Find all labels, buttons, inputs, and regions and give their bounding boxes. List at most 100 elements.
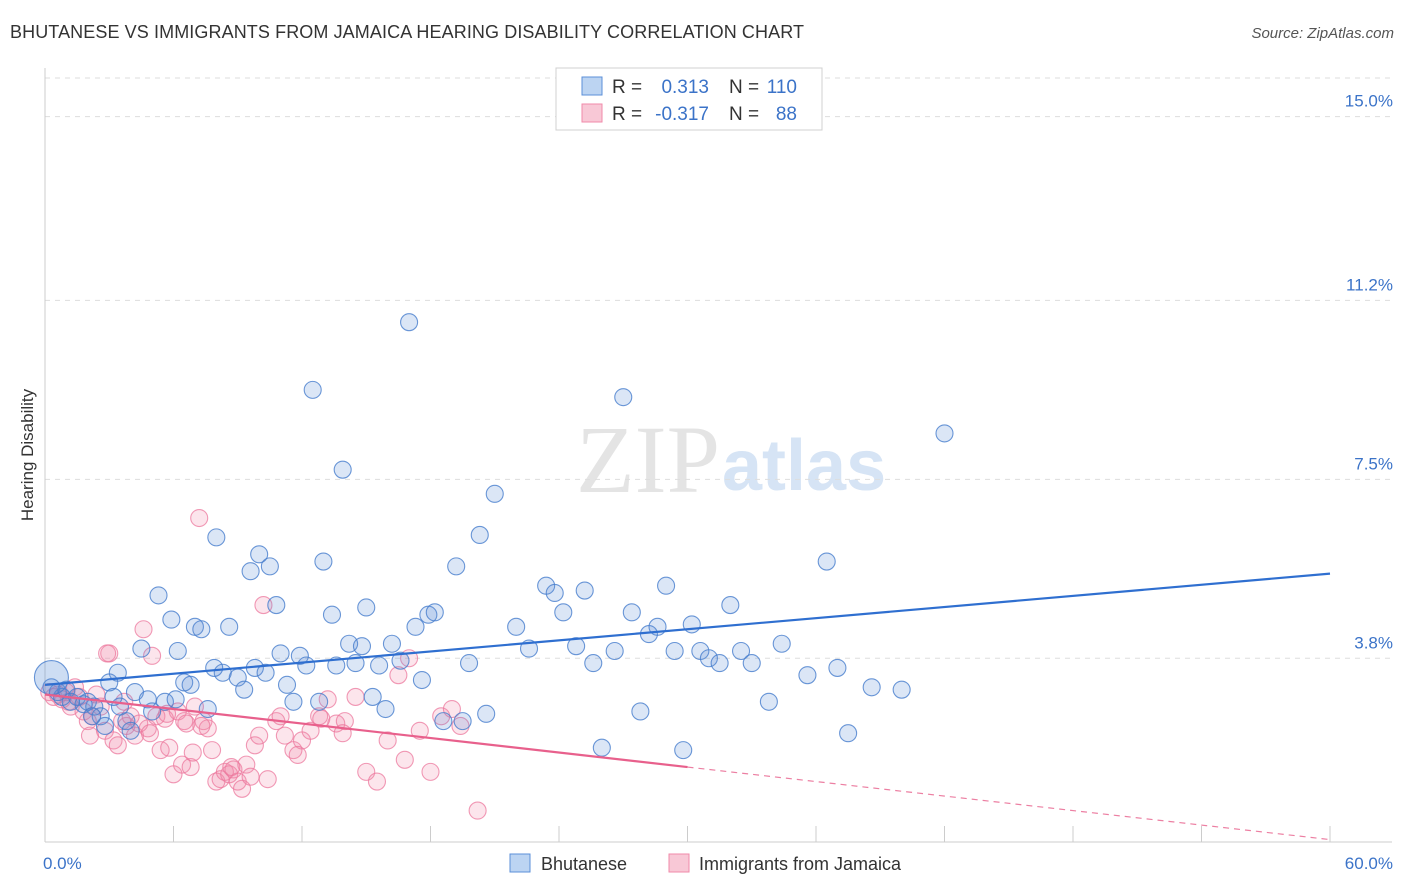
axes: [44, 68, 1392, 843]
chart-title: BHUTANESE VS IMMIGRANTS FROM JAMAICA HEA…: [10, 22, 805, 42]
y-tick-label: 15.0%: [1345, 92, 1393, 111]
trend-lines: [44, 572, 1331, 841]
point-jamaica: [175, 712, 194, 731]
watermark-zip: ZIP: [576, 406, 720, 513]
legend-n-label-2: N =: [729, 104, 759, 125]
point-bhutanese: [391, 651, 410, 670]
point-bhutanese: [622, 603, 641, 622]
point-bhutanese: [83, 707, 102, 726]
series-jamaica-points: [40, 508, 487, 820]
point-jamaica: [192, 716, 211, 735]
point-bhutanese: [485, 484, 504, 503]
y-tick-label: 11.2%: [1346, 275, 1393, 294]
point-jamaica: [421, 762, 440, 781]
point-bhutanese: [425, 603, 444, 622]
point-bhutanese: [828, 658, 847, 677]
point-bhutanese: [710, 654, 729, 673]
x-tick-label: 60.0%: [1345, 854, 1393, 873]
point-bhutanese: [357, 598, 376, 617]
point-jamaica: [288, 745, 307, 765]
point-jamaica: [222, 758, 241, 777]
point-bhutanese: [400, 313, 419, 332]
point-jamaica: [80, 726, 100, 745]
point-jamaica: [254, 596, 273, 615]
point-bhutanese: [605, 641, 624, 661]
point-bhutanese: [117, 712, 136, 731]
point-bhutanese: [584, 654, 603, 673]
point-bhutanese: [166, 690, 185, 709]
point-bhutanese: [95, 716, 115, 735]
point-bhutanese: [406, 617, 425, 636]
point-bhutanese: [108, 663, 127, 682]
point-jamaica: [98, 644, 117, 663]
point-bhutanese: [284, 692, 303, 711]
watermark-atlas: atlas: [722, 426, 886, 506]
legend-n-label-1: N =: [729, 77, 759, 98]
point-bhutanese: [314, 552, 333, 571]
point-bhutanese: [297, 656, 316, 675]
point-bhutanese: [376, 699, 395, 719]
x-tick-label: 0.0%: [43, 854, 82, 873]
point-bhutanese: [260, 557, 279, 576]
point-bhutanese: [545, 583, 564, 603]
point-bhutanese: [303, 380, 322, 399]
point-bhutanese: [862, 678, 881, 697]
point-jamaica: [258, 770, 277, 789]
point-bhutanese: [575, 581, 594, 600]
point-bhutanese: [290, 646, 309, 665]
legend-n-value-1: 110: [767, 77, 797, 98]
point-bhutanese: [205, 658, 224, 677]
legend: R = 0.313 N = 110 R = -0.317 N = 88: [555, 67, 823, 131]
point-jamaica: [181, 758, 200, 777]
bottom-legend-swatch-blue: [509, 853, 531, 873]
point-bhutanese: [57, 680, 76, 699]
point-jamaica: [275, 726, 294, 745]
point-bhutanese: [241, 562, 260, 581]
point-bhutanese: [162, 610, 181, 629]
series-bhutanese-points: [33, 313, 954, 760]
legend-swatch-blue: [581, 76, 603, 96]
point-bhutanese: [477, 704, 496, 723]
point-jamaica: [378, 731, 397, 750]
point-bhutanese: [310, 692, 329, 711]
point-bhutanese: [277, 675, 297, 694]
point-bhutanese: [382, 634, 402, 653]
bottom-legend-label-2: Immigrants from Jamaica: [699, 854, 902, 874]
legend-r-value-1: 0.313: [661, 77, 709, 98]
point-bhutanese: [132, 639, 151, 658]
point-bhutanese: [327, 656, 346, 675]
point-bhutanese: [614, 388, 633, 407]
point-bhutanese: [554, 603, 573, 622]
point-jamaica: [190, 508, 209, 528]
point-jamaica: [183, 743, 202, 762]
trend-line-jamaica: [44, 693, 688, 769]
point-bhutanese: [192, 620, 211, 639]
tick-labels: 3.8% 7.5% 11.2% 15.0% 0.0% 60.0%: [43, 92, 1393, 873]
point-bhutanese: [363, 687, 382, 706]
point-bhutanese: [817, 552, 836, 571]
legend-r-value-2: -0.317: [655, 104, 709, 125]
point-bhutanese: [333, 460, 352, 479]
point-bhutanese: [592, 738, 611, 757]
point-jamaica: [250, 726, 269, 745]
point-bhutanese: [759, 692, 778, 711]
point-jamaica: [410, 721, 429, 740]
point-bhutanese: [149, 586, 168, 605]
chart-source: Source: ZipAtlas.com: [1251, 25, 1394, 42]
bottom-legend-swatch-pink: [668, 853, 690, 873]
point-jamaica: [237, 755, 256, 774]
point-bhutanese: [155, 692, 174, 711]
y-axis-label: Hearing Disability: [18, 388, 37, 521]
point-bhutanese: [935, 424, 954, 443]
point-bhutanese: [235, 680, 254, 699]
point-bhutanese: [220, 617, 239, 636]
point-bhutanese: [507, 617, 526, 636]
point-bhutanese: [839, 724, 858, 743]
bottom-legend-label-1: Bhutanese: [541, 854, 627, 874]
point-jamaica: [468, 801, 487, 820]
point-bhutanese: [772, 634, 791, 653]
trend-line-jamaica-extension: [687, 766, 1331, 841]
point-bhutanese: [699, 649, 718, 668]
point-bhutanese: [470, 525, 489, 544]
